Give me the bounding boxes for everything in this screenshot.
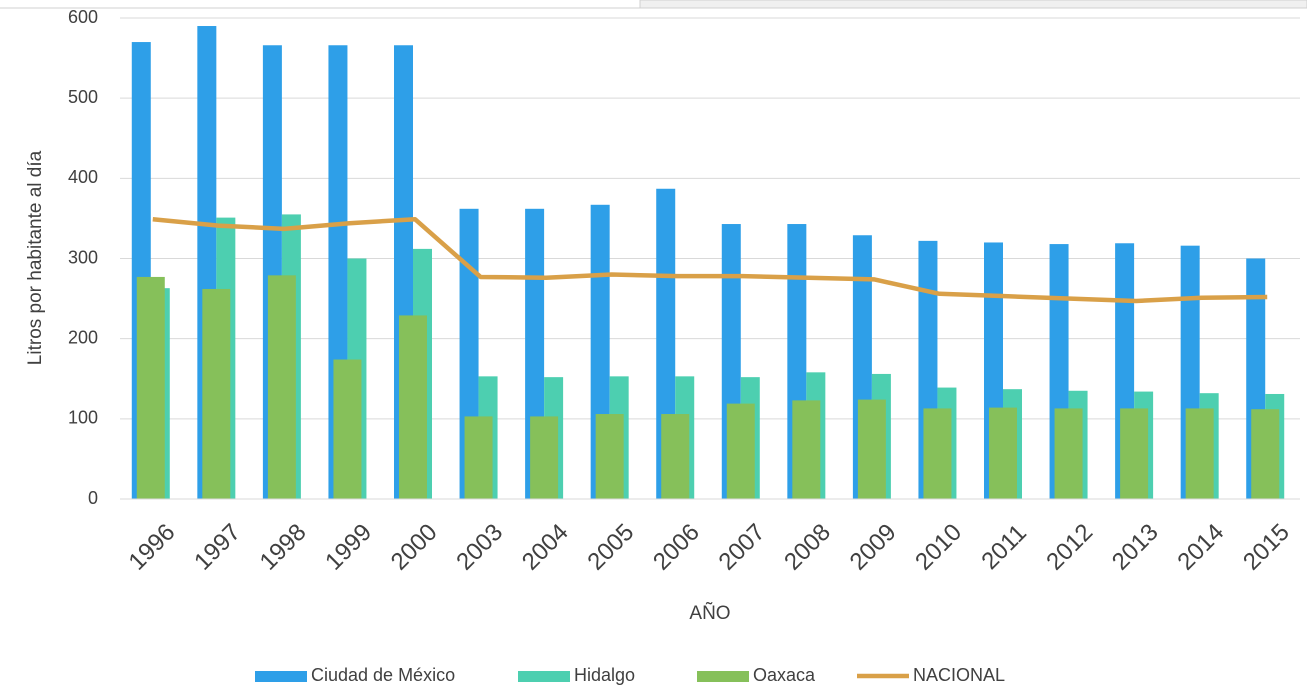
bar [464, 416, 493, 499]
bar [595, 414, 624, 499]
x-axis-title: AÑO [689, 602, 730, 624]
x-tick-label: 2013 [1107, 519, 1164, 576]
bar [1185, 408, 1214, 499]
x-tick-label: 2003 [451, 519, 508, 576]
x-tick-label: 2010 [910, 519, 967, 576]
bar [399, 315, 427, 499]
y-tick-label: 300 [68, 247, 98, 267]
legend-label: Oaxaca [753, 665, 816, 685]
bar [136, 276, 165, 499]
y-tick-label: 200 [68, 327, 98, 347]
bar [1054, 408, 1083, 499]
x-tick-label: 2008 [779, 519, 836, 576]
bar [989, 407, 1017, 499]
y-tick-label: 500 [68, 87, 98, 107]
bar [1120, 408, 1149, 499]
x-tick-label: 2015 [1238, 519, 1295, 576]
y-tick-label: 600 [68, 7, 98, 27]
frame-strip [639, 0, 1307, 9]
y-axis-title: Litros por habitante al día [25, 150, 46, 365]
bar [792, 400, 821, 499]
bar [857, 399, 886, 499]
x-tick-label: 2004 [517, 519, 574, 576]
legend-swatch [255, 671, 307, 682]
bar [333, 359, 362, 499]
y-tick-label: 0 [88, 488, 98, 508]
y-tick-label: 400 [68, 167, 98, 187]
x-tick-label: 1997 [189, 519, 246, 576]
bar [726, 403, 755, 499]
x-tick-label: 2014 [1172, 519, 1229, 576]
x-tick-label: 2005 [582, 519, 639, 576]
line [152, 216, 1268, 304]
bar [530, 416, 559, 499]
x-tick-label: 2012 [1041, 519, 1098, 576]
x-tick-label: 2009 [845, 519, 902, 576]
bar [267, 275, 296, 499]
legend-label: NACIONAL [913, 665, 1005, 685]
x-tick-label: 2006 [648, 519, 705, 576]
legend-label: Ciudad de México [311, 665, 455, 685]
x-tick-label: 2011 [976, 519, 1032, 575]
x-tick-label: 1998 [255, 519, 312, 576]
y-tick-label: 100 [68, 408, 98, 428]
x-tick-label: 2007 [714, 519, 771, 576]
x-tick-label: 1996 [124, 519, 181, 576]
legend-swatch [518, 671, 570, 682]
bar [923, 408, 952, 499]
bar [202, 288, 231, 499]
x-tick-label: 2000 [386, 519, 443, 576]
legend-label: Hidalgo [574, 665, 635, 685]
bar [661, 414, 690, 499]
bar [1251, 409, 1280, 499]
x-tick-label: 1999 [320, 519, 377, 576]
legend-swatch [697, 671, 749, 682]
